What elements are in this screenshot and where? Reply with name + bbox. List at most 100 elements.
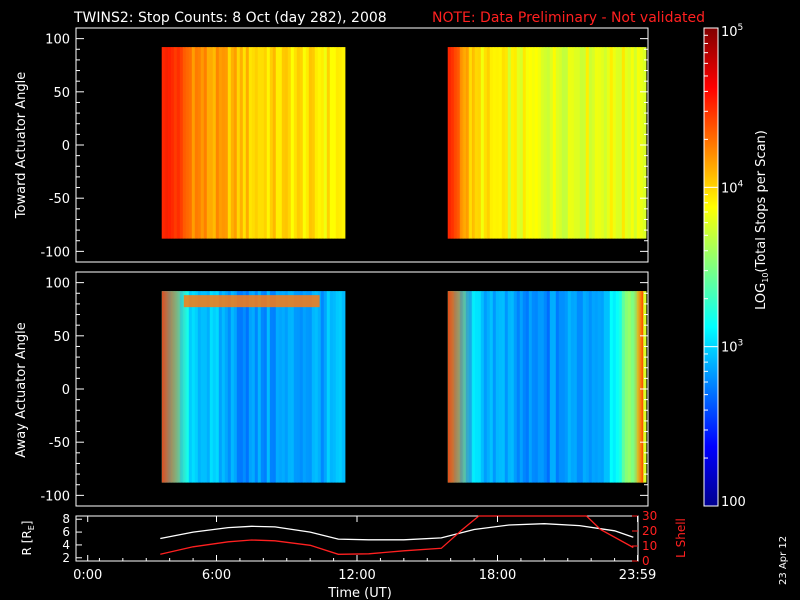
heatmap-column: [299, 291, 304, 483]
y-tick-label: -50: [49, 192, 70, 207]
toward-y-axis: 100 50 0 -50 -100: [40, 33, 648, 260]
toward-y-axis-label: Toward Actuator Angle: [14, 72, 29, 219]
heatmap-column: [221, 291, 226, 483]
heatmap-edge: [161, 47, 188, 239]
heatmap-column: [269, 47, 274, 239]
heatmap-column: [239, 47, 244, 239]
heatmap-column: [615, 291, 620, 483]
heatmap-column: [254, 291, 259, 483]
heatmap-band: [183, 295, 320, 308]
heatmap-column: [239, 291, 244, 483]
heatmap-column: [242, 291, 247, 483]
l-shell-tick-label: 0: [642, 554, 650, 568]
heatmap-column: [630, 291, 635, 483]
heatmap-column: [191, 47, 196, 239]
heatmap-column: [338, 47, 343, 239]
heatmap-column: [615, 47, 620, 239]
heatmap-column: [332, 47, 337, 239]
heatmap-column: [290, 291, 295, 483]
colorbar-tick-label: 100: [721, 495, 746, 510]
heatmap-column: [555, 291, 560, 483]
y-tick-label: 0: [62, 139, 70, 154]
heatmap-column: [245, 47, 250, 239]
heatmap-column: [233, 47, 238, 239]
heatmap-column: [546, 291, 551, 483]
heatmap-column: [618, 47, 623, 239]
heatmap-column: [296, 47, 301, 239]
heatmap-column: [341, 291, 346, 483]
heatmap-column: [203, 291, 208, 483]
heatmap-column: [221, 47, 226, 239]
heatmap-column: [624, 47, 629, 239]
heatmap-column: [486, 291, 491, 483]
heatmap-column: [194, 291, 199, 483]
heatmap-column: [251, 47, 256, 239]
y-tick-label: 100: [45, 277, 70, 292]
heatmap-column: [492, 47, 497, 239]
heatmap-column: [606, 291, 611, 483]
heatmap-column: [296, 291, 301, 483]
y-tick-label: 100: [45, 33, 70, 48]
toward-heatmap: [161, 47, 647, 239]
away-y-axis: 100 50 0 -50 -100: [40, 277, 648, 504]
heatmap-column: [567, 291, 572, 483]
heatmap-column: [567, 47, 572, 239]
heatmap-column: [570, 47, 575, 239]
heatmap-column: [206, 47, 211, 239]
y-tick-label: 0: [62, 383, 70, 398]
heatmap-column: [558, 291, 563, 483]
heatmap-column: [552, 47, 557, 239]
heatmap-column: [501, 47, 506, 239]
heatmap-column: [636, 47, 641, 239]
heatmap-column: [642, 291, 647, 483]
heatmap-column: [209, 291, 214, 483]
heatmap-column: [597, 47, 602, 239]
heatmap-column: [281, 291, 286, 483]
heatmap-column: [317, 47, 322, 239]
heatmap-column: [263, 291, 268, 483]
heatmap-column: [486, 47, 491, 239]
heatmap-column: [245, 291, 250, 483]
heatmap-column: [627, 291, 632, 483]
heatmap-column: [224, 291, 229, 483]
time-tick-label: 12:00: [338, 568, 375, 583]
heatmap-column: [582, 47, 587, 239]
heatmap-column: [561, 47, 566, 239]
heatmap-column: [549, 291, 554, 483]
heatmap-column: [573, 47, 578, 239]
figure-title: TWINS2: Stop Counts: 8 Oct (day 282), 20…: [73, 10, 387, 26]
heatmap-column: [579, 291, 584, 483]
heatmap-column: [480, 47, 485, 239]
heatmap-column: [188, 291, 193, 483]
heatmap-column: [299, 47, 304, 239]
heatmap-column: [513, 291, 518, 483]
heatmap-column: [537, 47, 542, 239]
heatmap-column: [281, 47, 286, 239]
heatmap-column: [263, 47, 268, 239]
heatmap-column: [305, 47, 310, 239]
l-shell-tick-label: 30: [642, 509, 657, 523]
heatmap-edge: [447, 47, 474, 239]
heatmap-column: [525, 291, 530, 483]
y-tick-label: -100: [40, 489, 70, 504]
r-axis-label-close: ]: [20, 521, 34, 526]
heatmap-column: [561, 291, 566, 483]
heatmap-column: [302, 291, 307, 483]
heatmap-column: [534, 291, 539, 483]
heatmap-column: [642, 47, 647, 239]
colorbar-tick-base: 10: [721, 181, 738, 196]
heatmap-column: [317, 291, 322, 483]
heatmap-column: [504, 47, 509, 239]
heatmap-column: [543, 47, 548, 239]
heatmap-column: [320, 291, 325, 483]
heatmap-column: [287, 47, 292, 239]
heatmap-column: [516, 291, 521, 483]
colorbar-gradient: [704, 28, 718, 506]
heatmap-column: [564, 47, 569, 239]
heatmap-column: [242, 47, 247, 239]
heatmap-column: [552, 291, 557, 483]
heatmap-column: [525, 47, 530, 239]
